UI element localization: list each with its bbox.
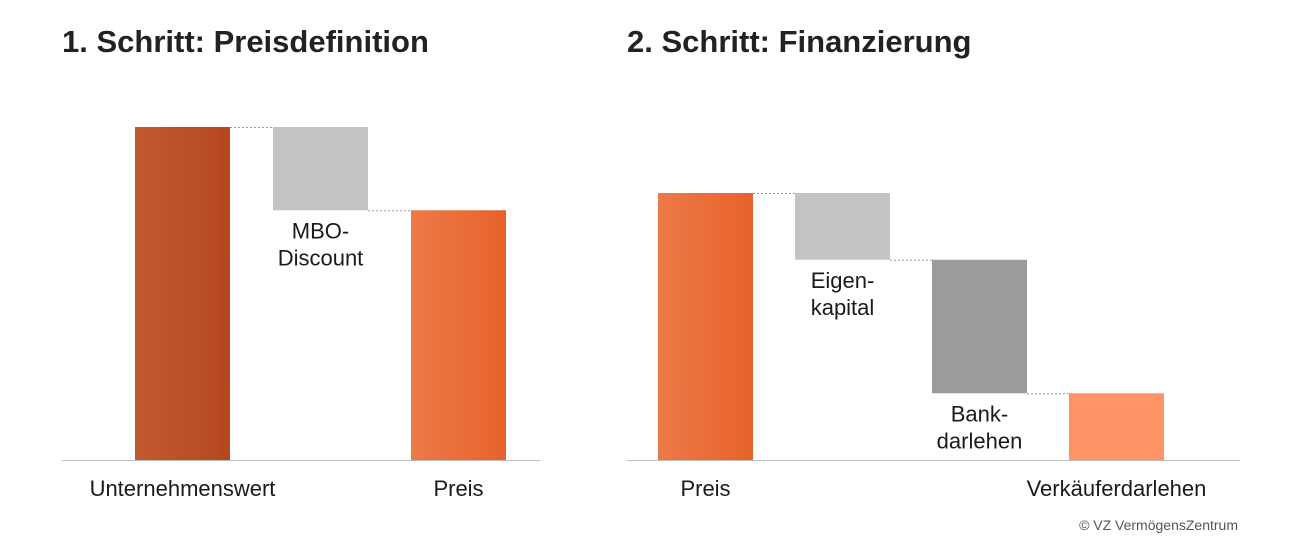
segment-label: Bank-darlehen bbox=[937, 401, 1023, 453]
chart-2-plot: Preis Eigen-kapital Bank-darlehenVerkäufer… bbox=[627, 193, 1240, 501]
chart-1-title: 1. Schritt: Preisdefinition bbox=[62, 24, 429, 59]
x-tick-label: Verkäuferdarlehen bbox=[1027, 476, 1207, 501]
bar-preis bbox=[411, 210, 506, 460]
bar-mbo-discount bbox=[273, 127, 368, 211]
bar-eigen-kapital bbox=[795, 193, 890, 260]
x-tick-label: Preis bbox=[680, 476, 730, 501]
bar-verkäuferdarlehen bbox=[1069, 393, 1164, 460]
bar-bank-darlehen bbox=[932, 259, 1027, 394]
bar-preis bbox=[658, 193, 753, 460]
segment-label: Eigen-kapital bbox=[811, 268, 875, 320]
segment-label: MBO-Discount bbox=[278, 218, 364, 270]
x-tick-label: Preis bbox=[433, 476, 483, 501]
chart-2-title: 2. Schritt: Finanzierung bbox=[627, 24, 972, 59]
x-tick-label: Unternehmenswert bbox=[90, 476, 276, 501]
chart-1-plot: Unternehmenswert MBO-Discount Preis bbox=[62, 127, 540, 501]
copyright-credit: © VZ VermögensZentrum bbox=[1079, 517, 1238, 533]
bar-unternehmenswert bbox=[135, 127, 230, 460]
